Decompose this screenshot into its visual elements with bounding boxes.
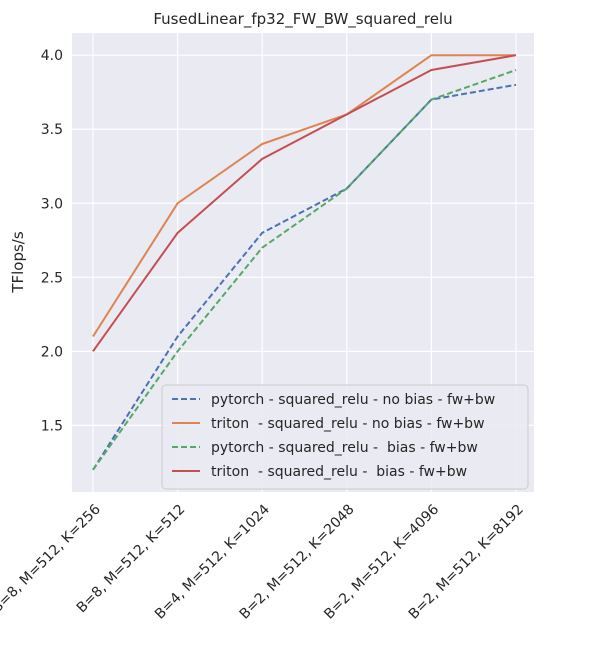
legend-entry-label: triton - squared_relu - no bias - fw+bw (211, 416, 485, 432)
series-line-4 (92, 54, 517, 352)
series-lines (92, 54, 517, 471)
series-line-2 (92, 54, 516, 338)
y-tick-label: 2.5 (41, 270, 63, 286)
legend: pytorch - squared_relu - no bias - fw+bw… (161, 384, 529, 490)
y-tick-label: 3.0 (41, 196, 63, 212)
y-axis-label: TFlops/s (9, 231, 27, 294)
y-tick-label: 3.5 (41, 122, 63, 138)
chart-title: FusedLinear_fp32_FW_BW_squared_relu (153, 10, 452, 29)
y-tick-label: 1.5 (41, 418, 63, 434)
series-line-3 (92, 69, 517, 471)
legend-entry-label: pytorch - squared_relu - no bias - fw+bw (211, 392, 495, 408)
legend-entry-label: triton - squared_relu - bias - fw+bw (211, 464, 467, 480)
y-tick-label: 4.0 (41, 48, 63, 64)
y-tick-label: 2.0 (41, 344, 63, 360)
series-line-1 (92, 83, 517, 471)
y-tick-labels: 1.5 2.0 2.5 3.0 3.5 4.0 (41, 48, 63, 434)
legend-box (161, 384, 529, 490)
legend-entry-label: pytorch - squared_relu - bias - fw+bw (211, 440, 478, 456)
